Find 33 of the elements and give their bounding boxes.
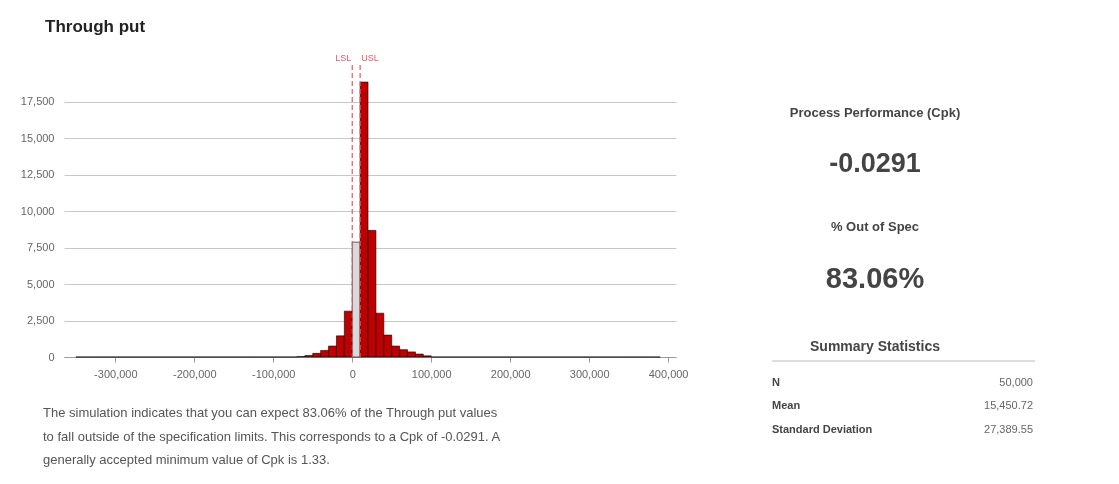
text: Summary Statistics <box>810 338 941 354</box>
y-tick-label: 15,000 <box>20 131 55 144</box>
text: to fall outside of the specification limits. This corresponds to a Cpk of -0.0291. A <box>43 429 501 444</box>
text: generally accepted minimum value of Cpk is 1.33. <box>43 452 330 467</box>
text: -0.0291 <box>829 148 921 178</box>
text: 83.06% <box>825 262 925 294</box>
y-tick-label: 5,000 <box>26 277 55 290</box>
chart-title: Through put <box>45 17 146 36</box>
x-tick-label: -100,000 <box>252 367 296 380</box>
x-tick-label: 100,000 <box>411 367 452 380</box>
text: % Out of Spec <box>830 219 920 234</box>
x-tick-label: 300,000 <box>569 367 610 380</box>
text: Standard Deviation <box>772 423 873 435</box>
x-tick-label: -200,000 <box>173 367 217 380</box>
x-tick-label: 0 <box>349 367 356 380</box>
text: 50,000 <box>999 376 1033 388</box>
text: Process Performance (Cpk) <box>789 105 961 120</box>
y-tick-label: 12,500 <box>20 168 55 180</box>
y-tick-label: 0 <box>48 350 55 363</box>
text: N <box>772 376 780 388</box>
text: The simulation indicates that you can expect 83.06% of the Through put values <box>43 405 498 420</box>
text: 15,450.72 <box>984 399 1033 411</box>
ref-line-label: LSL <box>335 53 352 63</box>
ref-line-label: USL <box>361 53 379 63</box>
y-tick-label: 7,500 <box>26 241 55 253</box>
text: Mean <box>772 399 801 411</box>
text: 27,389.55 <box>984 423 1033 435</box>
x-tick-label: 400,000 <box>648 367 689 380</box>
y-tick-label: 17,500 <box>20 95 55 107</box>
x-tick-label: 200,000 <box>490 367 531 380</box>
x-tick-label: -300,000 <box>94 367 138 380</box>
y-tick-label: 10,000 <box>20 204 55 217</box>
y-tick-label: 2,500 <box>26 314 55 326</box>
